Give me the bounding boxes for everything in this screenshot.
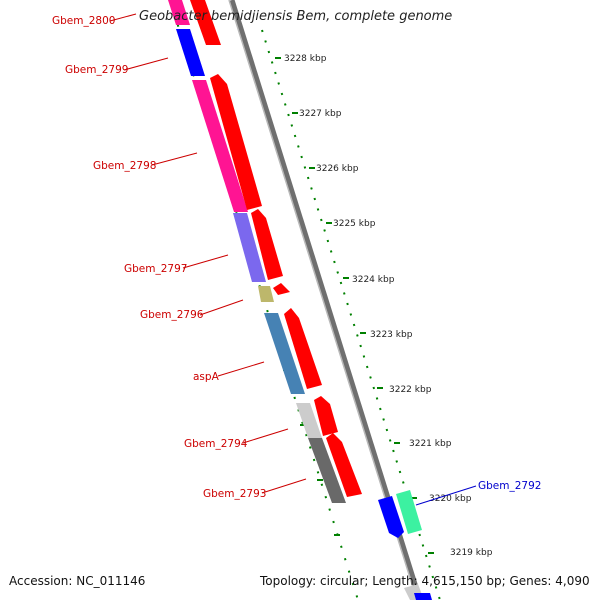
gene-label-gbem-2797[interactable]: Gbem_2797 [124, 263, 187, 275]
cog-box-gbem-2799[interactable] [176, 29, 205, 76]
gene-label-gbem-2800[interactable]: Gbem_2800 [52, 15, 115, 27]
scale-label-3219: 3219 kbp [450, 548, 493, 558]
cog-box-gbem-2800[interactable] [168, 0, 190, 25]
cds-arrow-gbem-2793[interactable] [326, 433, 362, 497]
scale-label-3228: 3228 kbp [284, 54, 327, 64]
cog-box-gbem-2797[interactable] [233, 213, 266, 282]
scale-label-3226: 3226 kbp [316, 164, 359, 174]
gene-label-gbem-2794[interactable]: Gbem_2794 [184, 438, 248, 450]
cds-arrow-gbem-2800[interactable] [190, 0, 221, 45]
cds-arrow-gbem-2798[interactable] [210, 74, 262, 210]
cog-box-gbem-2798[interactable] [192, 80, 248, 212]
scale-label-3223: 3223 kbp [370, 330, 413, 340]
outer-major-ticks [275, 57, 434, 554]
gene-label-gbem-2793[interactable]: Gbem_2793 [203, 488, 266, 500]
cog-boxes [168, 0, 422, 534]
gene-label-gbem-2798[interactable]: Gbem_2798 [93, 160, 156, 172]
cds-arrow-gbem-2792[interactable] [378, 496, 404, 538]
gene-label-aspa[interactable]: aspA [193, 371, 220, 383]
gene-label-gbem-2792[interactable]: Gbem_2792 [478, 480, 541, 492]
cds-arrow-aspa[interactable] [284, 308, 322, 389]
scale-label-3225: 3225 kbp [333, 219, 376, 229]
topology-text: Topology: circular; Length: 4,615,150 bp… [260, 574, 590, 588]
cog-box-gbem-2796[interactable] [258, 286, 274, 302]
scale-label-3222: 3222 kbp [389, 385, 432, 395]
gene-label-gbem-2799[interactable]: Gbem_2799 [65, 64, 128, 76]
cog-box-gbem-2794[interactable] [296, 403, 322, 438]
leader-line-gbem-2792 [415, 485, 477, 506]
scale-label-3221: 3221 kbp [409, 439, 452, 449]
cds-arrow-gbem-2796[interactable] [273, 283, 290, 295]
cog-box-gbem-2793[interactable] [308, 438, 346, 503]
cds-arrow-offscreen-blue [414, 593, 432, 600]
outer-tick-track [261, 29, 441, 600]
scale-label-3227: 3227 kbp [299, 109, 342, 119]
genome-title: Geobacter bemidjiensis Bem, complete gen… [139, 9, 453, 24]
cds-arrows [190, 0, 362, 497]
scale-label-3224: 3224 kbp [352, 275, 395, 285]
cds-arrow-gbem-2794[interactable] [314, 396, 338, 436]
cog-box-gbem-2792[interactable] [396, 490, 422, 534]
accession-text: Accession: NC_011146 [9, 574, 146, 588]
scale-label-3220: 3220 kbp [429, 494, 472, 504]
cds-arrow-gbem-2797[interactable] [251, 209, 283, 280]
cog-box-aspa[interactable] [264, 313, 305, 394]
leader-lines [109, 13, 307, 494]
gene-label-gbem-2796[interactable]: Gbem_2796 [140, 309, 204, 321]
